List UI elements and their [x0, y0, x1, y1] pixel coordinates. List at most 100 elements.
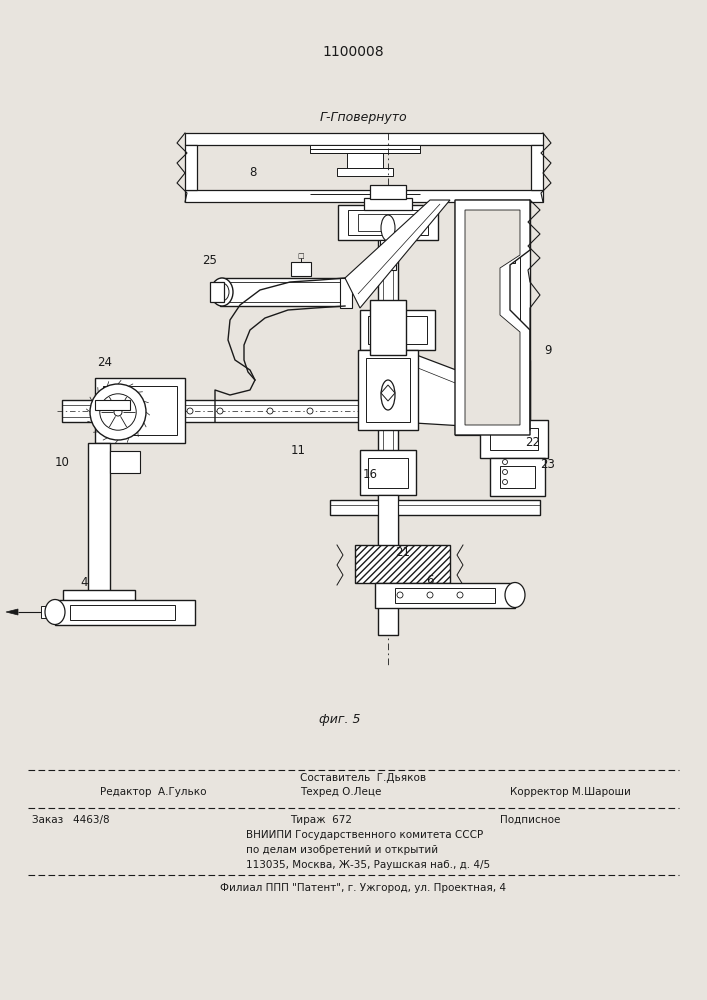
Circle shape — [503, 460, 508, 464]
Bar — [95, 378, 185, 443]
Bar — [531, 145, 543, 190]
Bar — [375, 583, 515, 608]
Circle shape — [267, 408, 273, 414]
Text: 11: 11 — [291, 444, 305, 456]
Bar — [370, 300, 406, 355]
Bar — [70, 605, 175, 620]
Text: 8: 8 — [250, 165, 257, 178]
Text: 10: 10 — [54, 456, 69, 468]
Polygon shape — [6, 609, 18, 615]
Bar — [380, 240, 396, 270]
Bar — [355, 545, 450, 583]
Text: Составитель  Г.Дьяков: Составитель Г.Дьяков — [300, 773, 426, 783]
Ellipse shape — [211, 278, 233, 306]
Bar — [62, 400, 462, 422]
Circle shape — [307, 408, 313, 414]
Bar — [338, 205, 438, 240]
Bar — [347, 153, 383, 168]
Circle shape — [397, 592, 403, 598]
Bar — [63, 590, 135, 608]
Ellipse shape — [381, 380, 395, 410]
Bar — [360, 450, 416, 495]
Bar — [291, 262, 311, 276]
Text: Г-Гповернуто: Г-Гповернуто — [319, 111, 407, 124]
Bar — [185, 145, 197, 190]
Text: 25: 25 — [203, 253, 218, 266]
Bar — [95, 400, 130, 410]
Bar — [368, 316, 427, 344]
Text: Тираж  672: Тираж 672 — [290, 815, 352, 825]
Ellipse shape — [45, 599, 65, 624]
Polygon shape — [398, 348, 530, 430]
Text: 4: 4 — [81, 576, 88, 588]
Text: Филиал ППП "Патент", г. Ужгород, ул. Проектная, 4: Филиал ППП "Патент", г. Ужгород, ул. Про… — [220, 883, 506, 893]
Bar — [41, 606, 63, 618]
Text: 23: 23 — [541, 458, 556, 472]
Text: 6: 6 — [426, 574, 434, 586]
Bar — [500, 466, 535, 488]
Ellipse shape — [505, 582, 525, 607]
Text: Редактор  А.Гулько: Редактор А.Гулько — [100, 787, 206, 797]
Bar — [210, 282, 224, 302]
Circle shape — [503, 480, 508, 485]
Bar — [364, 198, 412, 210]
Bar — [368, 458, 408, 488]
Bar — [480, 420, 548, 458]
Text: Заказ   4463/8: Заказ 4463/8 — [32, 815, 110, 825]
Text: □: □ — [298, 253, 304, 259]
Polygon shape — [455, 200, 530, 435]
Bar — [358, 350, 418, 430]
Text: Подписное: Подписное — [500, 815, 561, 825]
Bar — [110, 451, 140, 473]
Bar — [470, 218, 515, 263]
Circle shape — [90, 384, 146, 440]
Bar — [330, 500, 540, 515]
Bar — [370, 185, 406, 199]
Circle shape — [217, 408, 223, 414]
Text: 21: 21 — [395, 546, 411, 558]
Bar — [465, 210, 520, 420]
Bar — [360, 310, 435, 350]
Polygon shape — [381, 385, 395, 401]
Circle shape — [427, 592, 433, 598]
Text: 22: 22 — [525, 436, 540, 450]
Bar — [185, 133, 543, 145]
Bar — [358, 214, 418, 231]
Circle shape — [187, 408, 193, 414]
Bar — [490, 428, 538, 450]
Text: ВНИИПИ Государственного комитета СССР: ВНИИПИ Государственного комитета СССР — [246, 830, 484, 840]
Bar — [88, 443, 110, 608]
Bar — [455, 200, 530, 430]
Bar — [348, 210, 428, 235]
Bar — [378, 495, 398, 550]
Ellipse shape — [381, 215, 395, 241]
Bar — [475, 225, 510, 255]
Bar — [185, 190, 543, 202]
Bar — [366, 358, 410, 422]
Text: 113035, Москва, Ж-35, Раушская наб., д. 4/5: 113035, Москва, Ж-35, Раушская наб., д. … — [246, 860, 490, 870]
Bar — [220, 278, 345, 306]
Circle shape — [114, 408, 122, 416]
Text: Корректор М.Шароши: Корректор М.Шароши — [510, 787, 631, 797]
Circle shape — [503, 470, 508, 475]
Text: 16: 16 — [363, 468, 378, 482]
Bar — [378, 198, 398, 635]
Ellipse shape — [215, 283, 229, 301]
Bar — [395, 588, 495, 603]
Bar — [63, 608, 135, 616]
Text: 24: 24 — [98, 356, 112, 368]
Polygon shape — [465, 210, 520, 425]
Bar — [310, 145, 420, 153]
Circle shape — [457, 592, 463, 598]
Bar — [465, 370, 520, 425]
Text: фиг. 5: фиг. 5 — [320, 714, 361, 726]
Polygon shape — [345, 200, 450, 308]
Text: Техред О.Леце: Техред О.Леце — [300, 787, 381, 797]
Bar — [55, 600, 195, 625]
Bar — [490, 458, 545, 496]
Bar — [337, 168, 393, 176]
Text: по делам изобретений и открытий: по делам изобретений и открытий — [246, 845, 438, 855]
Text: 1100008: 1100008 — [322, 45, 384, 59]
Bar — [340, 278, 352, 308]
Bar — [103, 386, 177, 435]
